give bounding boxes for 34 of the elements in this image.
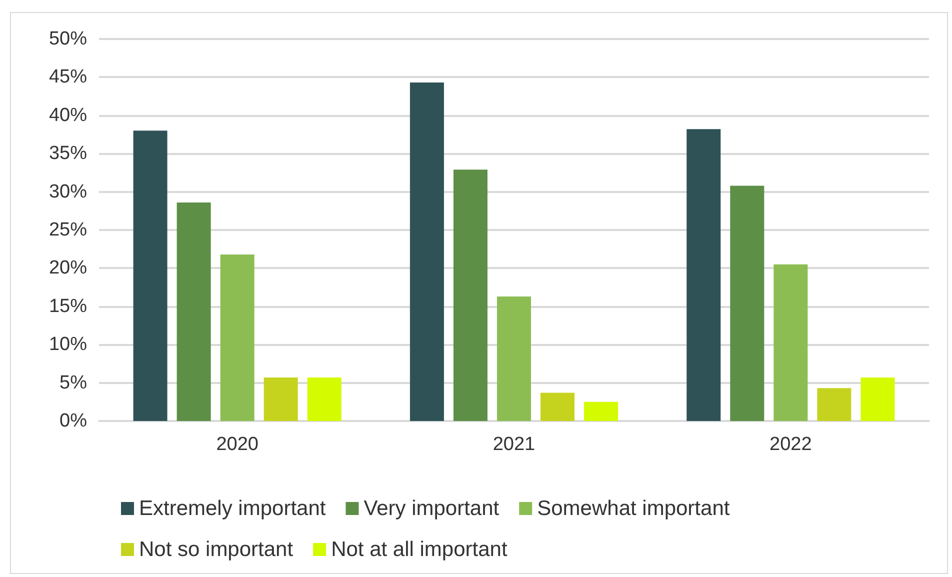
bar <box>686 129 721 421</box>
y-tick-label: 45% <box>48 66 88 88</box>
bar <box>540 392 575 421</box>
x-tick-label: 2020 <box>216 434 258 455</box>
y-tick-label: 30% <box>48 181 88 202</box>
bar <box>453 170 488 421</box>
y-tick-label: 40% <box>48 104 88 126</box>
y-tick-label: 20% <box>48 258 88 279</box>
bar <box>497 296 531 421</box>
bar <box>307 377 342 421</box>
legend-label: Very important <box>364 497 500 520</box>
legend-label: Somewhat important <box>537 497 730 520</box>
y-tick-label: 0% <box>60 410 88 432</box>
legend-label: Not at all important <box>331 538 508 561</box>
bar <box>774 264 808 421</box>
legend-label: Not so important <box>139 538 294 561</box>
bar <box>220 254 254 421</box>
y-tick-label: 50% <box>48 28 88 50</box>
bar <box>133 130 168 421</box>
bar <box>176 202 211 421</box>
y-tick-label: 15% <box>48 296 88 317</box>
bar <box>860 377 895 421</box>
x-tick-label: 2021 <box>492 434 536 455</box>
bar <box>410 82 444 421</box>
legend-label: Extremely important <box>139 497 326 520</box>
bar <box>817 388 852 421</box>
bar <box>730 186 764 421</box>
bar <box>264 377 298 421</box>
bar <box>584 402 618 421</box>
y-tick-label: 10% <box>48 334 88 356</box>
x-tick-label: 2022 <box>770 434 812 455</box>
y-tick-label: 25% <box>48 220 88 240</box>
y-tick-label: 35% <box>48 143 88 164</box>
y-tick-label: 5% <box>60 372 88 394</box>
